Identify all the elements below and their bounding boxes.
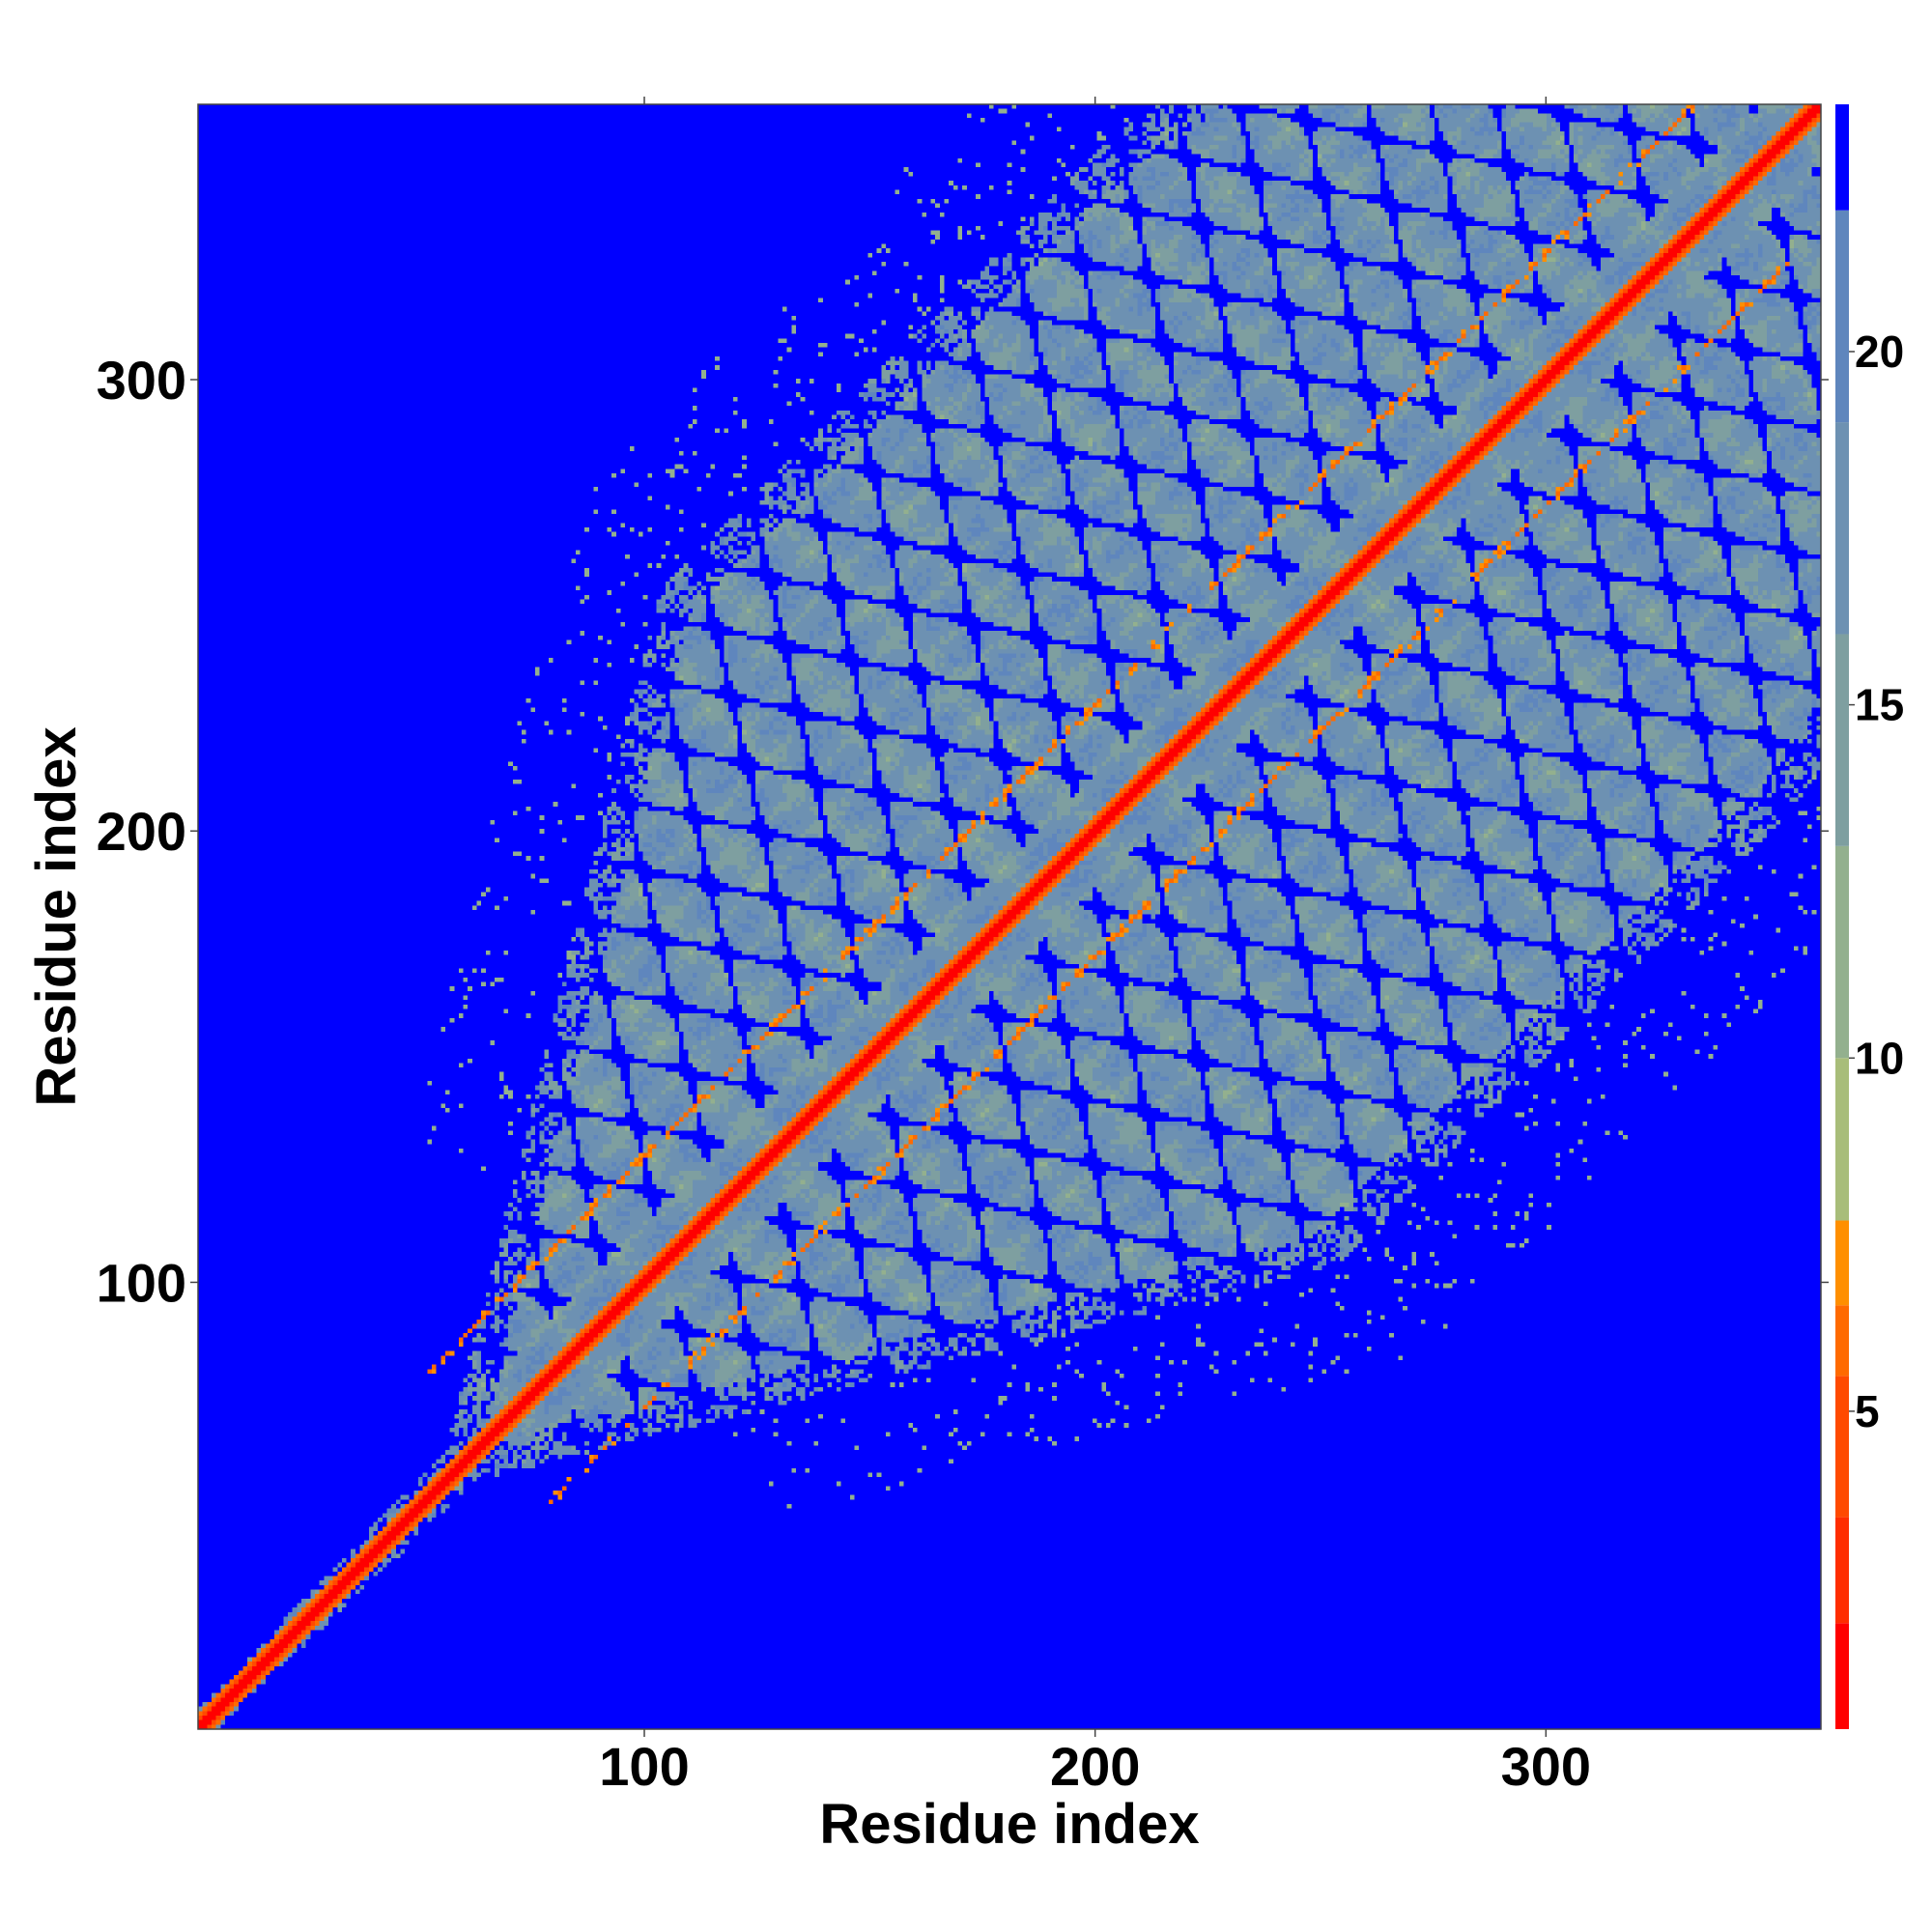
y-axis-ticks: 100 200 300 (97, 350, 1829, 1313)
y-tick-label: 200 (97, 801, 186, 862)
colorbar-segment (1835, 104, 1849, 211)
colorbar-tick-label: 20 (1855, 327, 1904, 377)
colorbar-segment (1835, 634, 1849, 846)
y-tick-label: 300 (97, 350, 186, 411)
colorbar-tick-label: 15 (1855, 680, 1904, 730)
colorbar-segment (1835, 845, 1849, 1059)
colorbar-segment (1835, 1220, 1849, 1306)
colorbar (1835, 104, 1849, 1729)
colorbar-segment (1835, 1058, 1849, 1221)
x-tick-label: 300 (1501, 1736, 1591, 1797)
x-axis-label: Residue index (819, 1793, 1199, 1856)
x-tick-label: 100 (599, 1736, 689, 1797)
heatmap-image (198, 104, 1821, 1729)
x-axis-ticks: 100 200 300 (599, 97, 1591, 1797)
colorbar-segment (1835, 210, 1849, 423)
y-axis-label: Residue index (25, 726, 88, 1106)
colorbar-tick-label: 5 (1855, 1386, 1880, 1436)
colorbar-segment (1835, 1623, 1849, 1729)
colorbar-segment (1835, 1305, 1849, 1377)
plot-frame (197, 103, 1822, 1730)
y-tick-label: 100 (97, 1252, 186, 1313)
colorbar-segment (1835, 422, 1849, 635)
colorbar-tick-label: 10 (1855, 1033, 1904, 1083)
colorbar-segment (1835, 1376, 1849, 1518)
colorbar-ticks: 5 10 15 20 (1849, 327, 1904, 1436)
colorbar-segment (1835, 1517, 1849, 1624)
x-tick-label: 200 (1050, 1736, 1140, 1797)
